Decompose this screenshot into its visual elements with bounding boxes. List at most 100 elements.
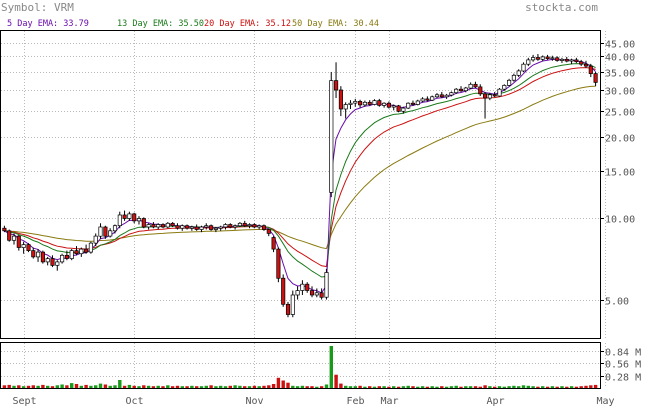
volume-bar xyxy=(420,386,425,388)
volume-bar xyxy=(209,385,213,388)
candle-body xyxy=(31,250,36,258)
candle-body xyxy=(382,102,387,106)
volume-bar xyxy=(146,385,151,388)
volume-bar xyxy=(113,385,117,388)
candle-body xyxy=(122,214,127,219)
candle-body xyxy=(127,213,132,219)
volume-bar xyxy=(560,386,564,388)
candle-body xyxy=(358,101,363,106)
candle-body xyxy=(454,88,459,94)
volume-bar xyxy=(137,386,141,388)
candle-body xyxy=(189,226,194,229)
candle-body xyxy=(468,83,473,89)
x-tick-label: May xyxy=(596,396,614,406)
volume-bar xyxy=(247,386,252,388)
volume-bar xyxy=(584,385,588,388)
volume-bar xyxy=(156,385,160,388)
volume-bar xyxy=(459,386,463,388)
candle-body xyxy=(185,225,190,229)
volume-bar xyxy=(555,386,559,388)
volume-bar xyxy=(310,386,314,388)
candle-body xyxy=(64,254,69,259)
ema-13-line xyxy=(4,63,596,278)
volume-tick-label: 0.28 M xyxy=(605,373,641,384)
volume-bar xyxy=(334,374,338,388)
volume-bar xyxy=(281,380,285,388)
candle-body xyxy=(252,224,257,228)
volume-bar xyxy=(17,385,21,388)
volume-bar xyxy=(353,386,357,388)
candle-body xyxy=(88,242,93,253)
ema-50-line xyxy=(4,85,596,250)
candle-body xyxy=(574,59,579,63)
volume-bar xyxy=(21,386,26,388)
candle-body xyxy=(165,222,170,228)
volume-bar xyxy=(166,385,170,388)
volume-bar xyxy=(60,384,64,388)
candle-body xyxy=(314,292,319,296)
volume-bar xyxy=(127,384,132,388)
volume-bar xyxy=(7,384,11,388)
volume-bar xyxy=(401,386,406,388)
candle-body xyxy=(401,107,406,112)
volume-bar xyxy=(430,386,434,388)
volume-bar xyxy=(473,386,478,388)
volume-bar xyxy=(142,385,146,388)
candle-body xyxy=(559,58,565,61)
candle-body xyxy=(160,224,166,228)
volume-bar xyxy=(497,386,502,388)
legend-5day-ema: 5 Day EMA: 33.79 xyxy=(7,19,89,29)
candle-body xyxy=(276,248,281,279)
candle-body xyxy=(261,225,267,230)
candle-body xyxy=(136,218,142,222)
candle-body xyxy=(213,227,218,230)
volume-bar xyxy=(223,386,228,388)
candle-body xyxy=(564,58,569,62)
volume-bar xyxy=(550,386,555,388)
candle-body xyxy=(36,251,41,258)
volume-bar xyxy=(512,385,516,388)
volume-bar xyxy=(545,386,550,388)
candle-body xyxy=(324,272,329,298)
candle-body xyxy=(175,225,180,229)
y-tick-label: 40.00 xyxy=(605,53,635,64)
candle-body xyxy=(348,102,353,105)
candle-body xyxy=(309,290,315,296)
volume-bar xyxy=(372,386,377,388)
volume-bar xyxy=(464,386,468,388)
volume-bar xyxy=(488,386,492,388)
volume-bar xyxy=(180,386,184,388)
volume-bar xyxy=(531,386,535,388)
y-tick-label: 20.00 xyxy=(605,134,635,145)
legend-50day-ema: 50 Day EMA: 30.44 xyxy=(292,19,379,29)
volume-tick-label: 0.56 M xyxy=(605,360,641,371)
candle-body xyxy=(69,250,74,259)
candle-body xyxy=(367,101,372,105)
ema-5-line xyxy=(4,58,596,294)
candle-body xyxy=(430,96,435,101)
candle-body xyxy=(194,226,199,230)
candle-body xyxy=(16,235,21,248)
volume-bar xyxy=(195,386,199,388)
volume-bar xyxy=(339,383,343,388)
volume-bar xyxy=(26,385,31,388)
volume-bar xyxy=(435,386,439,388)
volume-bar xyxy=(368,386,372,388)
candle-body xyxy=(2,227,7,232)
candle-body xyxy=(233,225,238,228)
volume-bar xyxy=(295,386,300,388)
volume-bar xyxy=(2,385,7,388)
candle-body xyxy=(425,98,430,101)
y-tick-label: 10.00 xyxy=(605,215,635,226)
volume-bar xyxy=(478,386,482,388)
volume-bar xyxy=(108,385,112,388)
volume-bar xyxy=(65,385,69,388)
candle-body xyxy=(540,56,545,60)
y-tick-label: 15.00 xyxy=(605,168,635,179)
candle-body xyxy=(406,102,411,109)
candle-body xyxy=(132,213,137,222)
volume-bar xyxy=(396,386,401,388)
volume-bar xyxy=(238,385,242,388)
volume-bar xyxy=(84,384,88,388)
candle-body xyxy=(26,244,31,251)
